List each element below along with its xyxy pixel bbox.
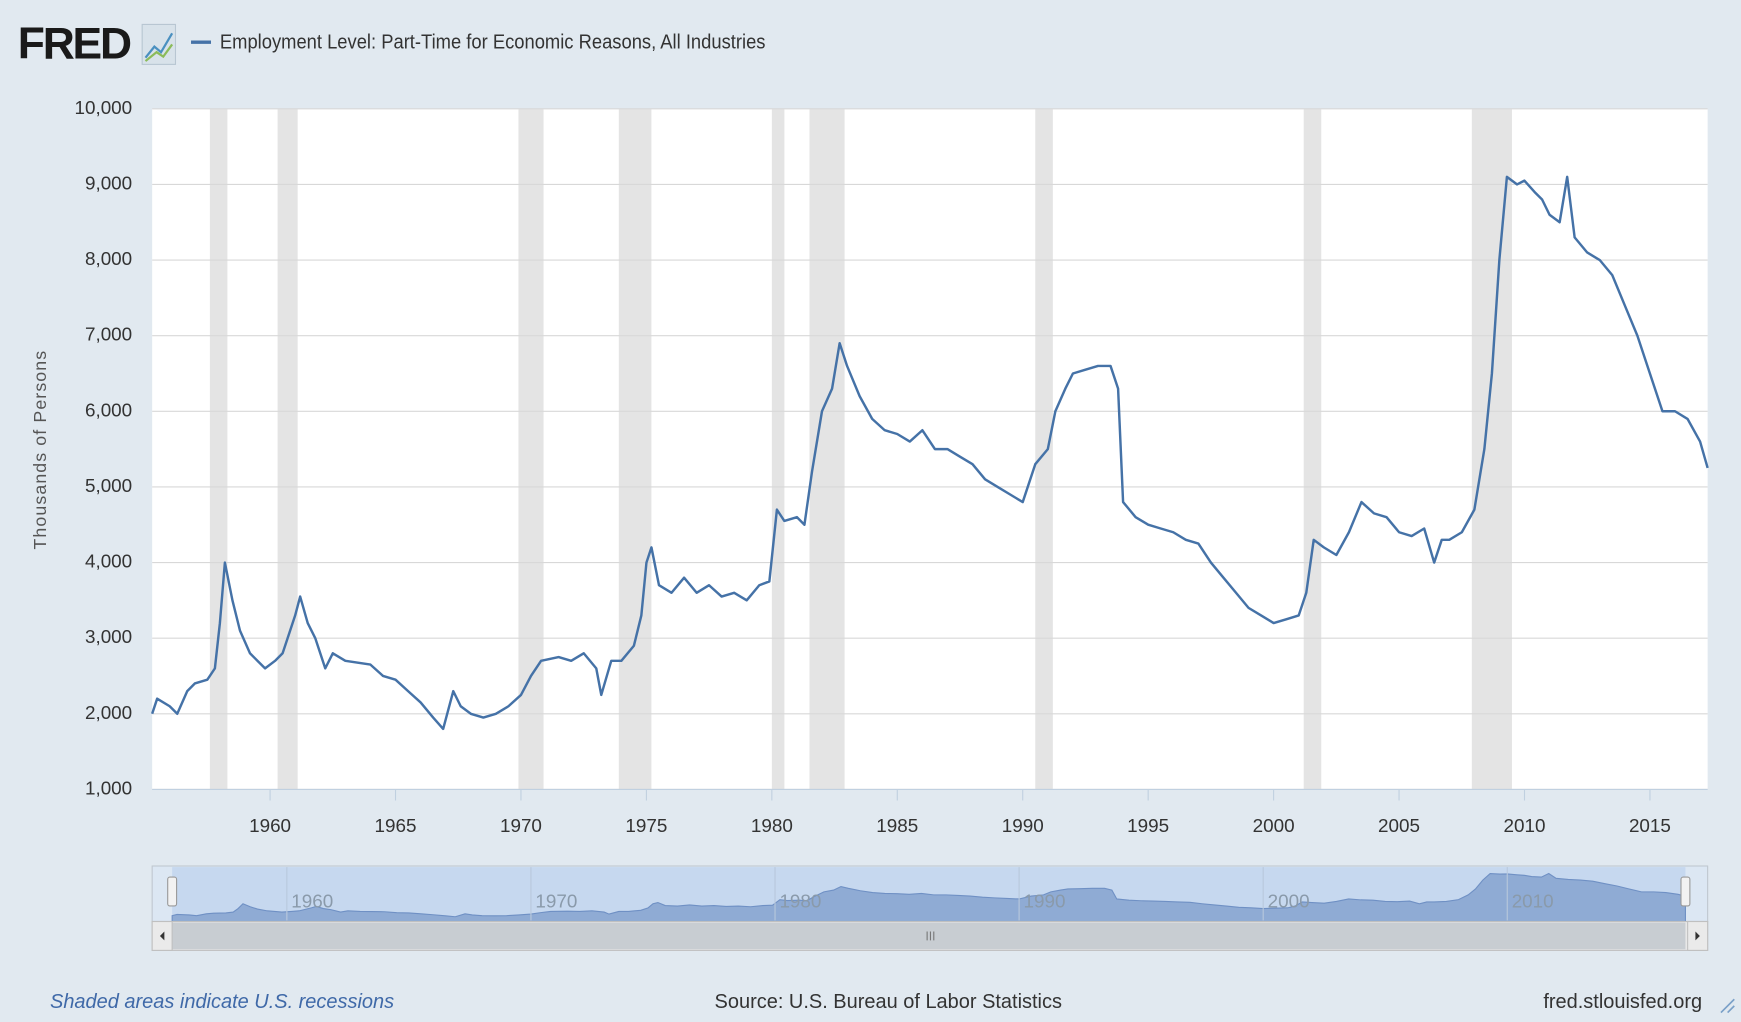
recession-note: Shaded areas indicate U.S. recessions (50, 991, 394, 1013)
y-tick-label: 7,000 (85, 324, 132, 345)
x-tick-label: 1995 (1127, 815, 1169, 836)
recession-band (771, 108, 785, 790)
recession-band (1471, 108, 1512, 790)
x-tick-label: 1965 (375, 815, 417, 836)
x-tick-label: 1975 (625, 815, 667, 836)
x-tick-label: 2010 (1504, 815, 1546, 836)
recession-band (1303, 108, 1322, 790)
y-tick-label: 8,000 (85, 248, 132, 269)
y-tick-label: 4,000 (85, 551, 132, 572)
x-tick-label: 1985 (876, 815, 918, 836)
series (151, 175, 1709, 731)
y-tick-label: 3,000 (85, 626, 132, 647)
navigator-area (171, 872, 1686, 923)
navigator-handle[interactable] (167, 876, 178, 907)
recession-band (518, 108, 544, 790)
x-tick-label: 1960 (249, 815, 291, 836)
x-tick-label: 1980 (751, 815, 793, 836)
legend-label: Employment Level: Part-Time for Economic… (220, 32, 766, 54)
x-tick-label: 2000 (1253, 815, 1295, 836)
y-tick-label: 2,000 (85, 702, 132, 723)
navigator-tick-label: 1970 (535, 891, 577, 912)
y-tick-label: 10,000 (74, 97, 132, 118)
recession-band (277, 108, 298, 790)
recession-band (1035, 108, 1053, 790)
x-tick-label: 1990 (1002, 815, 1044, 836)
y-axis-label: Thousands of Persons (30, 350, 50, 550)
recession-band (209, 108, 228, 790)
y-tick-label: 6,000 (85, 399, 132, 420)
navigator-handle[interactable] (1680, 876, 1691, 907)
navigator-tick-label: 1980 (779, 891, 821, 912)
series-line (151, 175, 1709, 731)
navigator-tick-label: 2010 (1512, 891, 1554, 912)
x-tick-label: 1970 (500, 815, 542, 836)
navigator: 1960 1970 1980 1990 2000 2010 (151, 865, 1709, 923)
x-tick-label: 2005 (1378, 815, 1420, 836)
scrollbar[interactable] (151, 920, 1709, 951)
source: Source: U.S. Bureau of Labor Statistics (715, 991, 1062, 1013)
y-tick-label: 9,000 (85, 172, 132, 193)
navigator-tick-label: 2000 (1268, 891, 1310, 912)
x-tick-label: 2015 (1629, 815, 1671, 836)
logo-icon (141, 23, 177, 65)
y-tick-label: 5,000 (85, 475, 132, 496)
grid: 1,000 2,000 3,000 4,000 5,000 6,000 7,000 8,000… (74, 97, 1708, 836)
resize-handle[interactable] (1720, 998, 1735, 1014)
y-tick-label: 1,000 (85, 777, 132, 798)
plot-area (152, 108, 1708, 790)
site[interactable]: fred.stlouisfed.org (1543, 991, 1702, 1013)
navigator-tick-label: 1960 (291, 891, 333, 912)
logo: FRED (18, 19, 131, 68)
recession-band (618, 108, 652, 790)
navigator-tick-label: 1990 (1024, 891, 1066, 912)
